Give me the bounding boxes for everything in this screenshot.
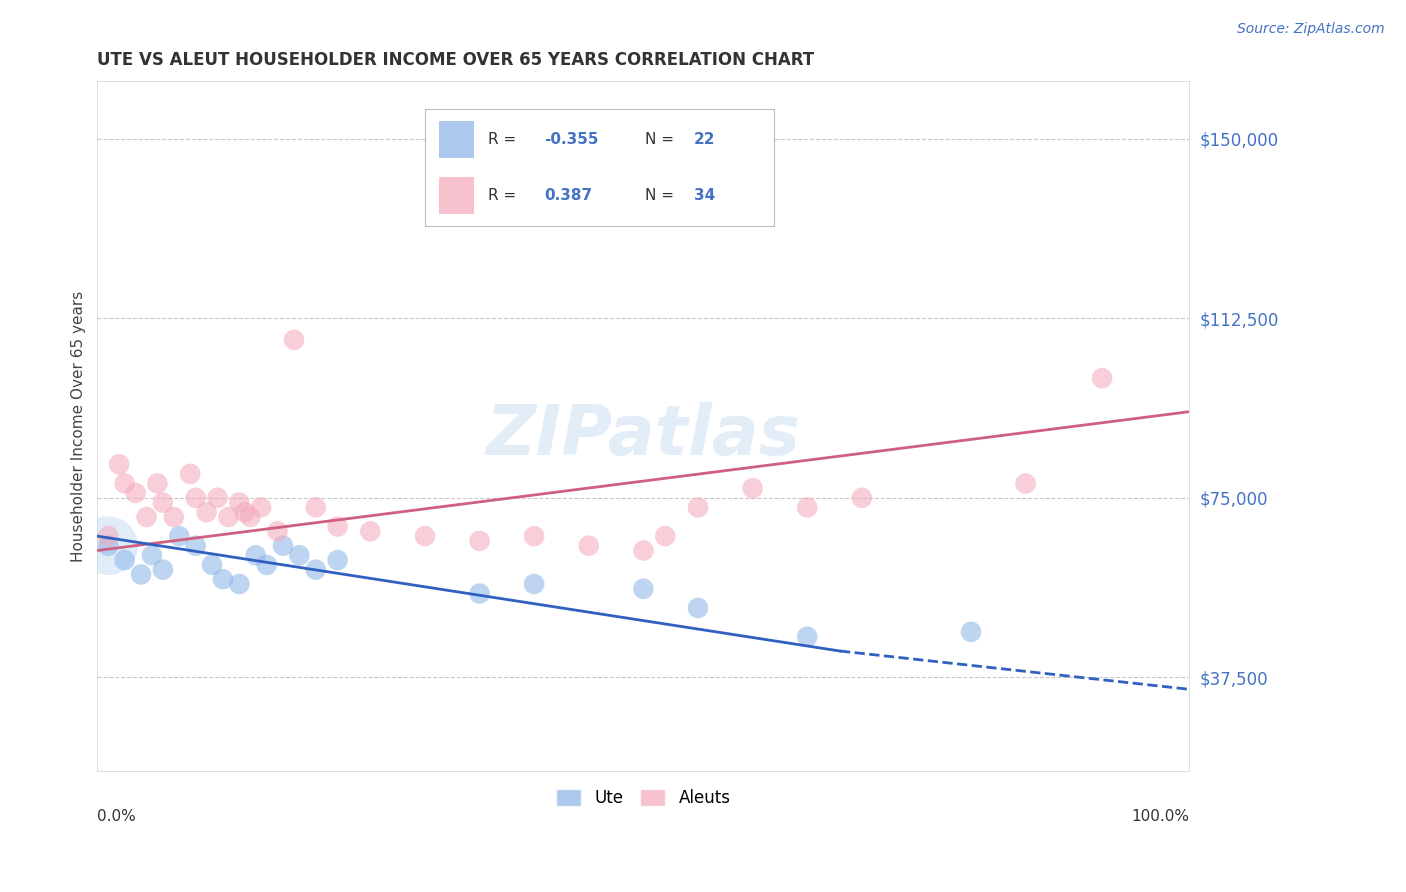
Point [195,505,218,519]
Point [796,630,818,644]
Point [167,529,190,543]
Text: Source: ZipAtlas.com: Source: ZipAtlas.com [1237,22,1385,37]
Point [233,505,256,519]
Text: ZIPatlas: ZIPatlas [486,402,801,469]
Y-axis label: Householder Income Over 65 years: Householder Income Over 65 years [72,291,86,562]
Point [288,549,311,563]
Point [152,563,174,577]
Point [97,539,120,553]
Point [1091,371,1114,385]
Point [179,467,201,481]
Text: 100.0%: 100.0% [1132,809,1189,823]
Point [413,529,436,543]
Point [686,601,709,615]
Point [108,458,131,472]
Point [184,491,207,505]
Point [326,519,349,533]
Point [114,476,136,491]
Point [271,539,294,553]
Point [114,553,136,567]
Point [326,553,349,567]
Point [1014,476,1036,491]
Point [239,510,262,524]
Point [152,495,174,509]
Point [523,529,546,543]
Point [283,333,305,347]
Point [245,549,267,563]
Point [250,500,273,515]
Point [851,491,873,505]
Point [741,481,763,495]
Point [960,624,983,639]
Point [359,524,381,539]
Point [97,529,120,543]
Point [184,539,207,553]
Point [523,577,546,591]
Point [305,500,328,515]
Point [633,543,655,558]
Point [207,491,229,505]
Point [97,539,120,553]
Point [141,549,163,563]
Point [305,563,328,577]
Text: 0.0%: 0.0% [97,809,136,823]
Point [124,486,146,500]
Legend: Ute, Aleuts: Ute, Aleuts [550,782,737,814]
Text: UTE VS ALEUT HOUSEHOLDER INCOME OVER 65 YEARS CORRELATION CHART: UTE VS ALEUT HOUSEHOLDER INCOME OVER 65 … [97,51,814,69]
Point [468,586,491,600]
Point [686,500,709,515]
Point [146,476,169,491]
Point [201,558,224,572]
Point [228,577,250,591]
Point [135,510,157,524]
Point [796,500,818,515]
Point [163,510,186,524]
Point [217,510,239,524]
Point [129,567,152,582]
Point [212,572,235,586]
Point [578,539,600,553]
Point [654,529,676,543]
Point [266,524,288,539]
Point [468,533,491,548]
Point [633,582,655,596]
Point [228,495,250,509]
Point [256,558,278,572]
